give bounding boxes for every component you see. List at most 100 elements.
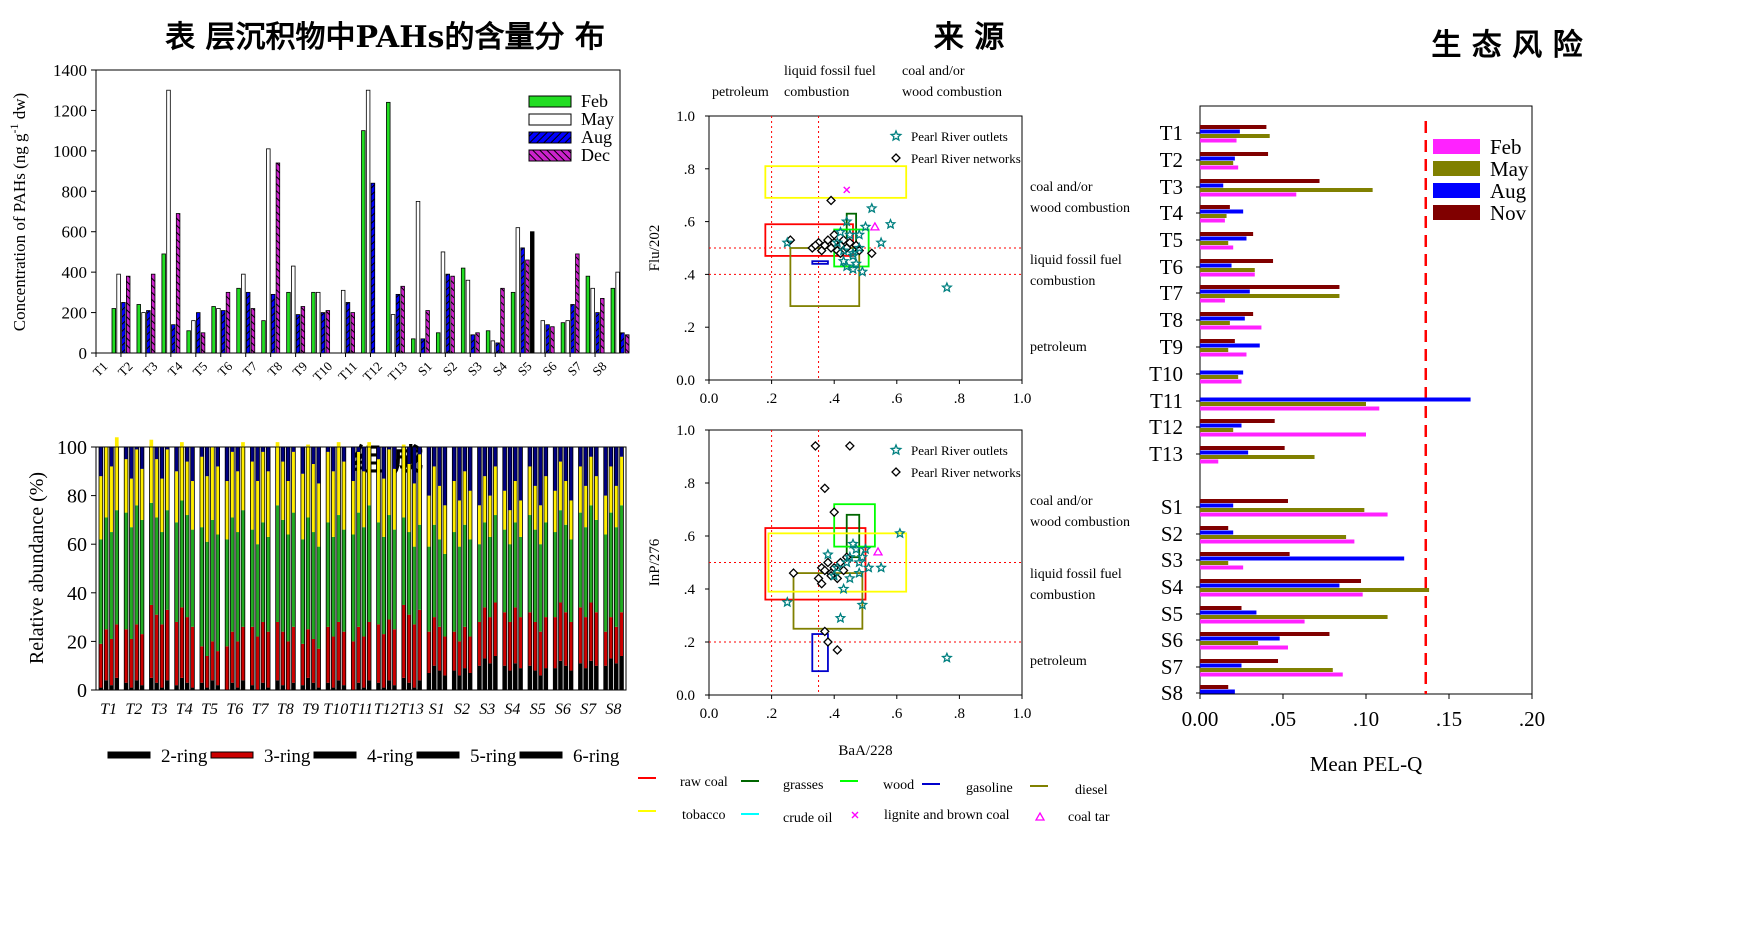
stack-4-ring [275,505,280,622]
stack-2-ring [210,680,215,690]
stack-5-ring [432,466,437,525]
stack-6-ring [482,447,487,477]
stack-5-ring [149,439,154,503]
bar-may [1200,561,1229,565]
stack-5-ring [154,459,159,518]
stack-2-ring [266,687,271,690]
stack-5-ring [392,468,397,530]
outlet-point [859,220,872,232]
bar-dec [150,273,156,354]
stack-4-ring [614,527,619,627]
x-tick-label: S8 [605,701,621,718]
bar-dec [500,287,505,354]
x-tick-label: .4 [829,391,841,407]
legend-swatch [528,131,572,144]
x-tick-label: T8 [277,701,294,718]
stack-outline [513,446,518,691]
stack-outline [98,446,104,691]
stack-2-ring [578,663,583,690]
x-tick-label: .2 [766,391,777,407]
bar-dec [450,275,455,354]
x-tick-label: S3 [465,359,485,379]
stack-outline [280,446,286,691]
stack-outline [103,446,109,691]
stack-3-ring [513,607,518,664]
legend-label: Feb [581,91,608,111]
stack-6-ring [407,447,411,465]
stack-2-ring [412,687,417,690]
stack-2-ring [513,663,518,690]
bar-feb [1200,432,1366,437]
y-tick-label: T3 [1160,175,1183,199]
stack-4-ring [300,539,305,644]
bar-aug [1200,689,1235,694]
stack-4-ring [488,536,492,618]
stack-5-ring [109,466,114,533]
bar-may [415,200,421,354]
bar-dec [400,285,405,354]
stack-6-ring [502,447,507,491]
bar-feb [236,287,241,354]
stack-6-ring [261,447,265,452]
stack-3-ring [199,646,204,683]
region-label: coal and/or [1030,494,1093,509]
stack-5-ring [241,442,245,511]
stack-outline [543,446,549,691]
outlet-point [843,228,856,240]
stack-3-ring [452,631,457,671]
network-point [810,440,821,451]
stack-2-ring [569,670,573,690]
network-point [844,440,855,451]
stack-2-ring [392,685,397,690]
bar-may [1200,641,1259,645]
y-tick-label: S1 [1161,495,1183,519]
stack-2-ring [563,665,568,690]
legend-label: Aug [1490,179,1527,203]
legend-outlet-icon [889,443,903,456]
bar-aug [1200,183,1224,188]
stack-outline [285,446,291,691]
bar-nov [1200,499,1288,503]
bar-may [1200,161,1234,165]
stack-6-ring [205,447,209,477]
bar-aug [196,312,201,354]
stack-4-ring [543,522,548,618]
bar-nov [1200,205,1230,209]
stack-5-ring [215,466,220,535]
stack-3-ring [165,609,170,681]
bar-may [1200,294,1340,298]
x-tick-label: T10 [323,701,348,718]
x-tick-label: S1 [415,359,435,379]
x-tick-label: S3 [479,701,495,718]
stack-5-ring [185,461,190,516]
stack-3-ring [149,604,154,678]
stack-4-ring [250,529,255,627]
stack-2-ring [174,685,179,690]
stack-outline [381,446,387,691]
stack-3-ring [412,624,417,688]
stack-4-ring [356,512,361,627]
network-point [832,645,843,655]
stack-outline [350,446,356,691]
bar-may [116,273,121,354]
stack-4-ring [528,515,532,613]
stack-outline [134,446,139,691]
stack-3-ring [250,626,255,686]
stack-outline [215,446,220,691]
bar-feb [186,330,191,354]
plot-frame [95,69,621,354]
y-tick-label: .6 [684,215,696,231]
title-risk: 生 态 风 险 [1431,28,1583,63]
y-tick-label: 40 [67,583,87,605]
legend-swatch [313,751,357,759]
stack-6-ring [452,447,457,482]
stack-6-ring [387,447,391,450]
stack-4-ring [129,527,134,639]
box-raw-coal [764,223,854,257]
stack-6-ring [417,447,422,455]
bar-aug [221,310,226,354]
stack-2-ring [614,663,619,690]
stack-outline [603,446,608,691]
legend-coaltar-icon [1034,811,1046,821]
bar-feb [1200,298,1225,303]
